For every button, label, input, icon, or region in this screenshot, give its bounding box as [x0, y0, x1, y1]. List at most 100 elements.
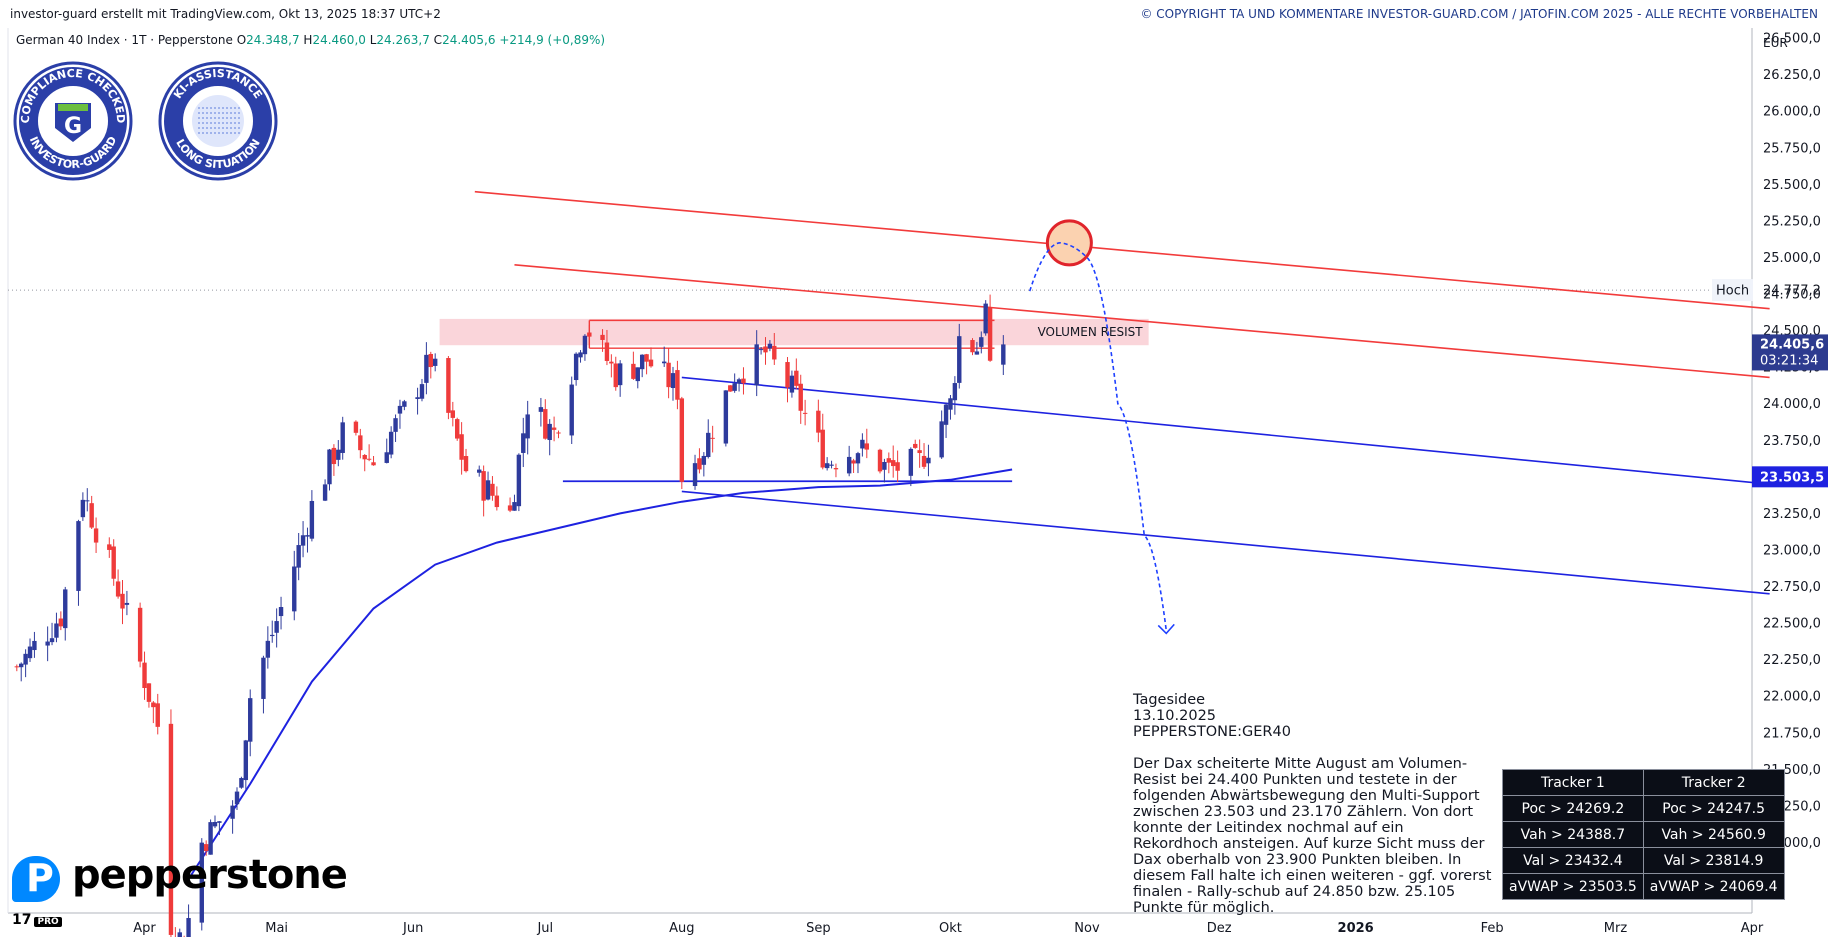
candle-down: [494, 495, 500, 508]
candle-up: [824, 463, 830, 469]
shield-icon: [55, 103, 91, 142]
shield-letter: G: [64, 114, 82, 139]
trend-lines: [187, 190, 1770, 880]
candle-down: [587, 332, 592, 337]
candle-up: [243, 740, 249, 781]
candle-up: [54, 623, 59, 638]
x-tick-label: Feb: [1481, 921, 1504, 936]
candle-down: [58, 618, 64, 627]
candle-up: [578, 352, 583, 358]
candle-down: [644, 354, 649, 362]
high-value: 24.777,2: [1763, 284, 1821, 299]
candle-up: [23, 653, 28, 665]
candle-up: [45, 641, 50, 646]
blue-channel-line: [681, 376, 1770, 485]
candle-up: [208, 822, 213, 855]
tracker-cell: Val > 23814.9: [1642, 847, 1785, 874]
tracker-cell: Poc > 24247.5: [1642, 795, 1785, 822]
candle-down: [556, 432, 561, 434]
tracker-table: Tracker 1 Tracker 2 Poc > 24269.2 Poc > …: [1502, 769, 1785, 900]
candle-up: [948, 398, 953, 410]
candle-down: [613, 363, 618, 388]
candle-up: [388, 431, 394, 455]
candle-up: [939, 421, 944, 458]
legend-change: +214,9 (+0,89%): [499, 33, 606, 47]
candle-down: [679, 398, 685, 482]
candle-down: [970, 340, 975, 353]
candle-up: [177, 932, 182, 937]
candle-down: [921, 455, 927, 467]
y-tick-label: 22.500,0: [1763, 617, 1821, 632]
y-tick-label: 23.000,0: [1763, 543, 1821, 558]
price-tag: [1752, 334, 1828, 371]
overlay: [1028, 219, 1175, 635]
candle-up: [27, 646, 33, 659]
x-tick-label: Okt: [939, 921, 962, 936]
candle-up: [186, 918, 191, 937]
tracker-header-row: Tracker 1 Tracker 2: [1502, 769, 1785, 796]
tracker-cell: Vah > 24560.9: [1642, 821, 1785, 848]
tracker-cell: Poc > 24269.2: [1502, 795, 1644, 822]
candle-up: [829, 464, 834, 466]
x-tick-label: Mai: [265, 921, 288, 936]
candle-up: [309, 500, 315, 539]
candle-up: [230, 805, 235, 819]
red-channel-line: [474, 190, 1770, 310]
candle-down: [155, 703, 160, 727]
x-tick-label: 2026: [1338, 921, 1374, 936]
candle-up: [670, 373, 676, 389]
candle-down: [741, 378, 746, 384]
candle-down: [798, 383, 803, 411]
candle-up: [340, 422, 345, 453]
candle-up: [723, 390, 729, 444]
volume-resist-label: VOLUMEN RESIST: [1038, 325, 1144, 339]
candle-up: [582, 335, 588, 355]
candle-up: [635, 367, 640, 382]
candle-up: [199, 842, 204, 923]
candle-up: [424, 354, 429, 383]
candle-up: [639, 354, 645, 370]
badges: COMPLIANCE CHECKEDINVESTOR-GUARDGKI-ASSI…: [13, 61, 278, 181]
x-tick-label: Aug: [669, 921, 694, 936]
candle-down: [728, 385, 733, 392]
candle-up: [732, 383, 737, 391]
candle-up: [217, 821, 222, 823]
candle-down: [851, 460, 856, 464]
candle-up: [80, 499, 86, 518]
candle-down: [362, 455, 367, 460]
candle-up: [926, 457, 931, 464]
price-tag-value: 24.405,6: [1760, 337, 1824, 352]
candle-down: [913, 443, 918, 448]
candle-down: [142, 662, 147, 688]
target-circle: [1045, 219, 1093, 267]
volume-resist-zone: [439, 318, 1149, 346]
candle-up: [278, 607, 284, 617]
candle-up: [855, 453, 861, 464]
candle-down: [151, 702, 156, 708]
candle-up: [49, 638, 55, 643]
candle-down: [481, 471, 486, 501]
candle-up: [538, 407, 544, 412]
idea-date: 13.10.2025: [1133, 708, 1217, 724]
legend-low: L24.263,7: [369, 33, 430, 47]
idea-title: Tagesidee: [1133, 692, 1206, 708]
candle-up: [1001, 344, 1006, 365]
volume-zone: VOLUMEN RESIST: [439, 318, 1149, 346]
candle-up: [943, 404, 949, 425]
candle-down: [802, 412, 808, 414]
candle-up: [327, 449, 332, 485]
candle-down: [648, 359, 654, 367]
candle-down: [168, 723, 174, 935]
candle-up: [124, 602, 130, 605]
candle-up: [692, 463, 698, 487]
candle-down: [631, 363, 636, 379]
table-row: Vah > 24388.7 Vah > 24560.9: [1502, 821, 1785, 848]
candle-down: [543, 409, 548, 439]
candle-up: [300, 535, 306, 546]
x-tick-label: Apr: [133, 921, 156, 936]
candle-up: [32, 640, 37, 651]
x-tick-label: Mrz: [1604, 921, 1628, 936]
candles: [14, 294, 1006, 937]
